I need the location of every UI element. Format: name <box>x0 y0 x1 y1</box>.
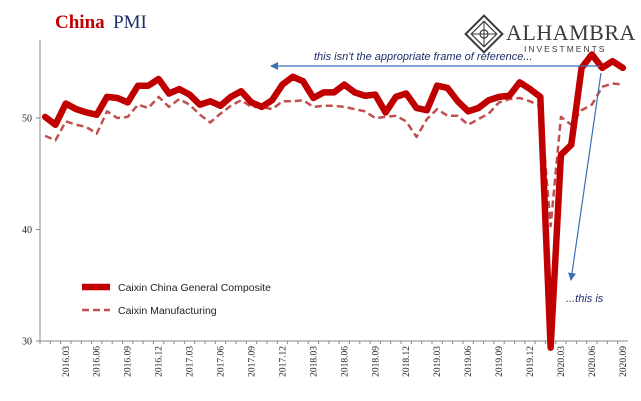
chart-title-sub: PMI <box>113 12 147 33</box>
x-tick-label: 2017.09 <box>247 346 257 377</box>
x-tick-label: 2016.09 <box>124 346 134 377</box>
x-tick-label: 2018.12 <box>402 346 412 377</box>
x-tick-label: 2018.03 <box>309 346 319 377</box>
x-tick-label: 2016.12 <box>155 346 165 377</box>
x-tick-label: 2016.03 <box>62 346 72 377</box>
x-tick-label: 2017.06 <box>217 346 227 377</box>
x-tick-label: 2019.06 <box>464 346 474 377</box>
legend: Caixin China General Composite Caixin Ma… <box>82 282 271 317</box>
x-tick-label: 2020.06 <box>588 346 598 377</box>
legend-label-manufacturing: Caixin Manufacturing <box>118 305 217 317</box>
legend-label-composite: Caixin China General Composite <box>118 282 271 294</box>
x-tick-label: 2017.03 <box>186 346 196 377</box>
x-tick-label: 2018.09 <box>371 346 381 377</box>
y-tick-label: 50 <box>22 114 32 125</box>
x-tick-label: 2018.06 <box>340 346 350 377</box>
x-tick-label: 2016.06 <box>93 346 103 377</box>
x-axis-ticks: 2016.03 2016.06 2016.09 2016.12 2017.03 2017.… <box>39 341 629 377</box>
x-tick-label: 2019.03 <box>433 346 443 377</box>
logo-diamond-icon <box>464 14 504 54</box>
series-line-caixin-manufacturing <box>44 82 623 228</box>
y-tick-label: 30 <box>22 337 32 348</box>
chart-title: China PMI <box>55 12 147 33</box>
series-line-caixin-composite <box>41 51 627 351</box>
x-tick-label: 2020.03 <box>557 346 567 377</box>
y-tick-label: 40 <box>22 225 32 236</box>
annotation-arrow-down <box>568 72 602 281</box>
logo-subtitle: Investments <box>524 44 606 54</box>
chart-title-main: China <box>55 12 105 33</box>
logo-name: Alhambra <box>506 20 636 45</box>
annotation-top: this isn't the appropriate frame of refe… <box>314 51 533 63</box>
company-logo: Alhambra Investments <box>464 14 636 54</box>
y-axis-ticks: 30 40 50 <box>22 114 40 348</box>
annotation-bottom: ...this is <box>566 293 604 305</box>
x-tick-label: 2019.09 <box>495 346 505 377</box>
x-tick-label: 2020.09 <box>619 346 629 377</box>
x-tick-label: 2017.12 <box>278 346 288 377</box>
x-tick-label: 2019.12 <box>526 346 536 377</box>
